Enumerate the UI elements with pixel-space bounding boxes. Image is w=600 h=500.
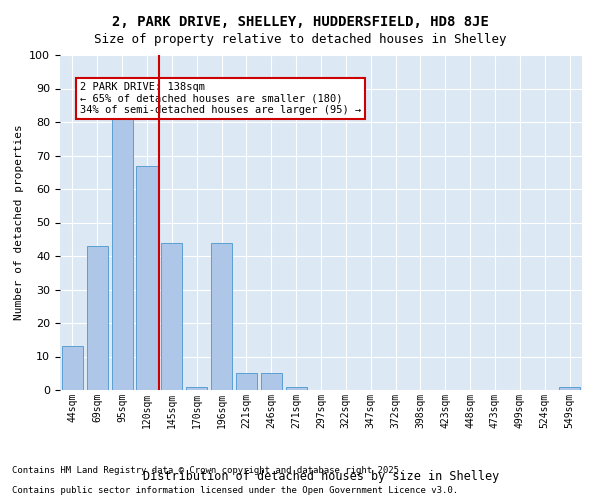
Text: Contains public sector information licensed under the Open Government Licence v3: Contains public sector information licen… <box>12 486 458 495</box>
Bar <box>186 386 207 390</box>
Bar <box>261 373 282 390</box>
Bar <box>87 246 108 390</box>
Text: 2 PARK DRIVE: 138sqm
← 65% of detached houses are smaller (180)
34% of semi-deta: 2 PARK DRIVE: 138sqm ← 65% of detached h… <box>80 82 361 115</box>
X-axis label: Distribution of detached houses by size in Shelley: Distribution of detached houses by size … <box>143 470 499 482</box>
Bar <box>559 386 580 390</box>
Text: Contains HM Land Registry data © Crown copyright and database right 2025.: Contains HM Land Registry data © Crown c… <box>12 466 404 475</box>
Text: 2, PARK DRIVE, SHELLEY, HUDDERSFIELD, HD8 8JE: 2, PARK DRIVE, SHELLEY, HUDDERSFIELD, HD… <box>112 15 488 29</box>
Bar <box>112 118 133 390</box>
Bar <box>136 166 158 390</box>
Bar <box>161 242 182 390</box>
Bar <box>62 346 83 390</box>
Bar <box>286 386 307 390</box>
Text: Size of property relative to detached houses in Shelley: Size of property relative to detached ho… <box>94 32 506 46</box>
Y-axis label: Number of detached properties: Number of detached properties <box>14 124 24 320</box>
Bar <box>236 373 257 390</box>
Bar <box>211 242 232 390</box>
